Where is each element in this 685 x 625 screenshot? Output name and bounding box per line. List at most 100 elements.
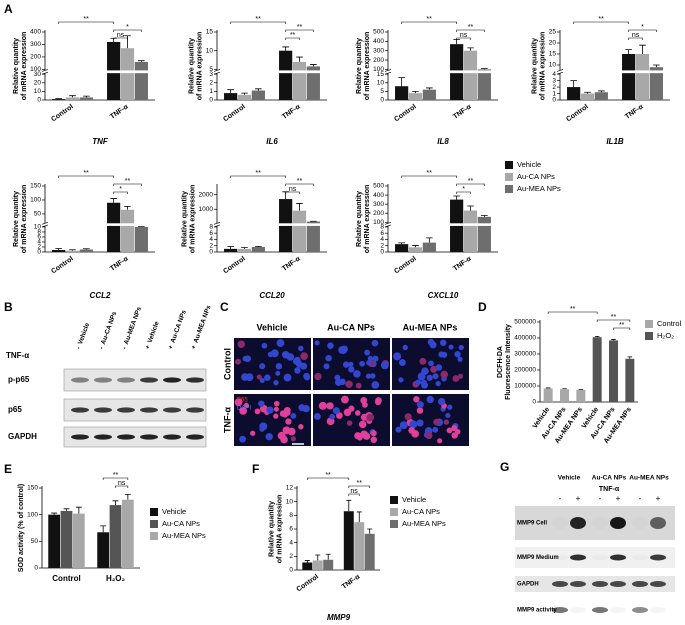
y-tick-label: 8	[289, 512, 293, 519]
cell	[370, 430, 377, 437]
axis-break	[213, 223, 329, 226]
y-axis-label: Relative quantity	[189, 38, 196, 94]
bar	[463, 210, 478, 252]
cell	[239, 407, 247, 415]
legend-swatch	[645, 332, 653, 340]
panel-label: G	[500, 460, 509, 474]
cell	[413, 396, 420, 403]
cell	[318, 401, 327, 410]
bar	[237, 248, 252, 252]
lane-name: Au-MEA NPs	[192, 304, 212, 344]
y-tick-label: 400000	[514, 335, 536, 342]
panel-label: C	[220, 300, 229, 314]
blot-band	[71, 407, 89, 413]
y-tick-label: 100	[30, 66, 41, 73]
cell	[359, 360, 365, 367]
cell	[393, 352, 402, 361]
significance-label: *	[462, 186, 465, 193]
blot-band	[650, 607, 666, 613]
bar	[594, 92, 608, 100]
y-axis-label: Relative quantity	[13, 191, 20, 247]
significance-label: **	[255, 16, 261, 23]
axis-break	[41, 70, 157, 74]
blot-band	[610, 554, 626, 561]
blot-band	[610, 517, 626, 529]
x-tick-label: H₂O₂	[106, 574, 126, 583]
y-tick-label: 15	[206, 29, 214, 36]
cell	[353, 370, 361, 378]
bar	[120, 48, 135, 100]
cell	[273, 413, 279, 419]
bar	[224, 248, 238, 252]
lane-sign: +	[616, 494, 621, 503]
bar	[251, 90, 265, 100]
y-axis-label: Relative quantity	[269, 501, 276, 557]
significance-bracket	[102, 477, 129, 480]
cell	[261, 342, 268, 349]
x-tick-label: Control	[222, 103, 246, 123]
y-tick-label: 1	[209, 88, 213, 95]
y-tick-label: 150	[30, 183, 41, 190]
bar	[477, 69, 491, 100]
significance-label: **	[468, 178, 474, 185]
significance-bracket	[596, 319, 631, 322]
cell	[435, 380, 441, 387]
significance-label: ns	[350, 488, 358, 495]
row-label: Control	[222, 348, 232, 380]
cell	[425, 432, 433, 440]
legend-label: Au-CA NPs	[517, 172, 555, 181]
significance-label: **	[426, 16, 432, 23]
chart-title: MMP9	[327, 613, 351, 622]
cell	[426, 395, 434, 404]
cell	[458, 373, 464, 379]
blot-band	[592, 581, 608, 587]
cell	[300, 352, 309, 360]
bar	[580, 93, 595, 100]
y-tick-label: 4	[289, 539, 293, 546]
row-label: p65	[8, 405, 22, 414]
cell	[415, 379, 422, 386]
lane-sign: -	[75, 346, 82, 350]
row-label: TNF-α	[222, 407, 232, 433]
bar	[354, 522, 365, 570]
significance-bracket	[230, 21, 286, 24]
bar	[79, 249, 93, 252]
cell	[445, 412, 451, 419]
treatment-label: TNF-α	[6, 351, 29, 360]
cell	[421, 381, 429, 389]
cell	[243, 402, 249, 408]
error-bar	[296, 56, 303, 62]
cell	[338, 346, 346, 354]
legend-label: Au-CA NPs	[162, 519, 200, 528]
bar	[237, 94, 252, 100]
significance-label: *	[119, 186, 122, 193]
bar	[72, 513, 85, 568]
cell	[451, 425, 458, 432]
cell	[313, 412, 321, 420]
significance-bracket	[115, 485, 129, 488]
panel-label: B	[4, 300, 13, 314]
significance-bracket	[113, 183, 142, 186]
error-bar	[570, 80, 577, 88]
x-tick-label: Control	[565, 103, 589, 123]
axis-break	[384, 223, 500, 226]
cell	[275, 363, 283, 370]
bar	[625, 358, 635, 402]
y-tick-label: 200	[373, 210, 384, 217]
y-tick-label: 12	[286, 485, 294, 492]
cell	[336, 412, 343, 419]
y-tick-label: 5	[209, 66, 213, 73]
bar	[251, 246, 265, 252]
y-tick-label: 2	[380, 242, 384, 249]
bar	[292, 61, 307, 100]
lane-label: +Vehicle	[144, 320, 161, 350]
error-bar	[315, 554, 321, 561]
cell	[416, 407, 424, 414]
cell	[435, 364, 443, 371]
blot-band	[570, 554, 586, 561]
y-tick-label: 1	[552, 90, 556, 97]
y-tick-label: 50	[31, 538, 39, 545]
significance-bracket	[456, 183, 485, 186]
bar	[121, 499, 134, 568]
